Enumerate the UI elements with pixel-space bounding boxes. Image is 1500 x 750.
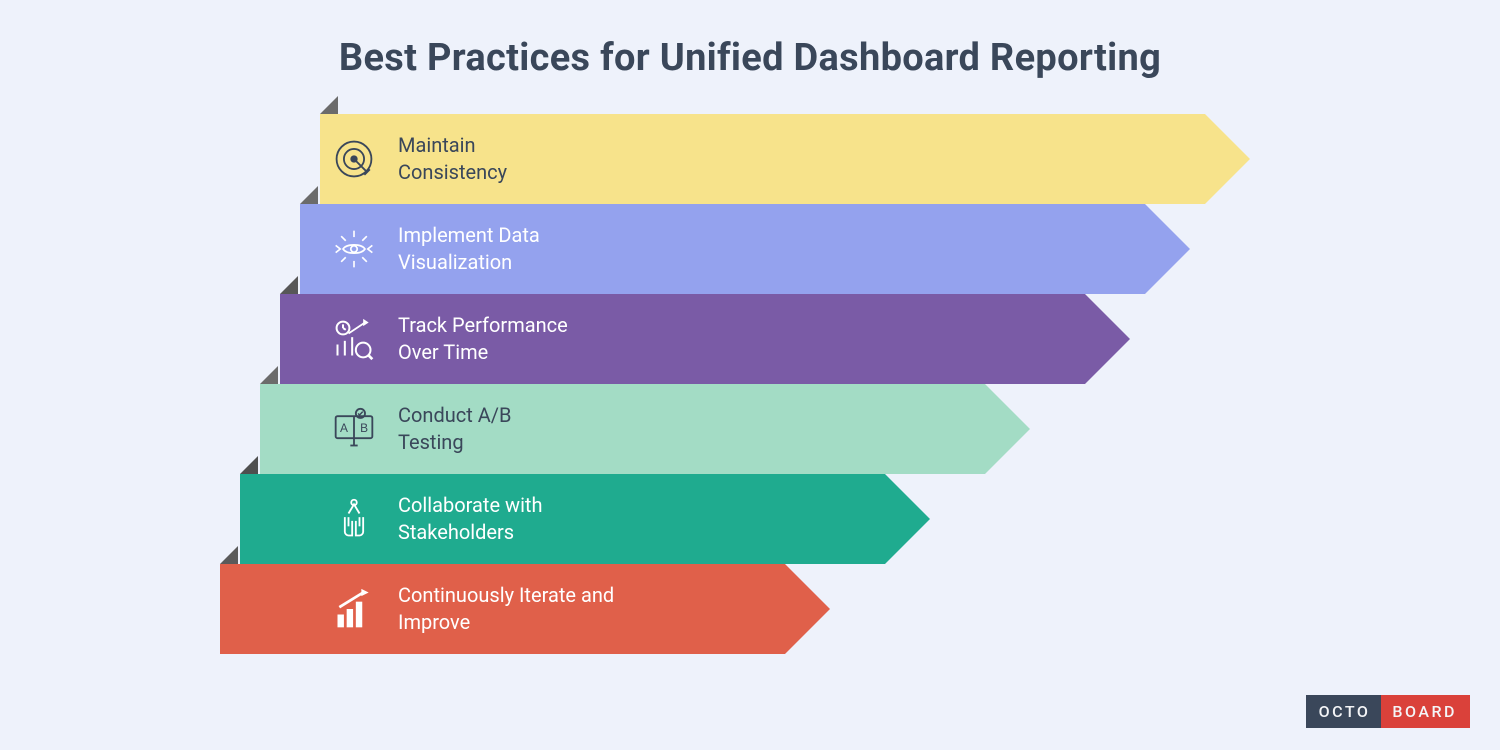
arrow-label-line2: Stakeholders	[398, 519, 543, 546]
arrow-label: Conduct A/BTesting	[398, 402, 512, 456]
brand-logo-left: OCTO	[1306, 695, 1382, 728]
arrow-content: Implement DataVisualization	[330, 204, 540, 294]
target-icon	[330, 135, 378, 183]
arrow-content: Continuously Iterate andImprove	[330, 564, 614, 654]
arrow-content: MaintainConsistency	[330, 114, 507, 204]
arrow-head	[785, 564, 830, 654]
arrow-head	[885, 474, 930, 564]
ab-screen-icon: AB	[330, 405, 378, 453]
arrow-label-line2: Consistency	[398, 159, 507, 186]
chart-clock-icon	[330, 315, 378, 363]
arrow-content: Collaborate withStakeholders	[330, 474, 543, 564]
arrow-content: AB Conduct A/BTesting	[330, 384, 512, 474]
arrow-label-line2: Testing	[398, 429, 512, 456]
arrow-label: Track PerformanceOver Time	[398, 312, 568, 366]
hands-icon	[330, 495, 378, 543]
arrow-label: Implement DataVisualization	[398, 222, 540, 276]
arrow-label-line1: Track Performance	[398, 312, 568, 339]
arrow-row: Continuously Iterate andImprove	[0, 564, 1500, 654]
svg-text:B: B	[360, 421, 368, 435]
arrow-label-line2: Visualization	[398, 249, 540, 276]
arrow-row: AB Conduct A/BTesting	[0, 384, 1500, 474]
arrow-notch	[260, 366, 278, 384]
arrow-label: Collaborate withStakeholders	[398, 492, 543, 546]
arrow-content: Track PerformanceOver Time	[330, 294, 568, 384]
arrow-head	[1085, 294, 1130, 384]
arrow-head	[1145, 204, 1190, 294]
brand-logo: OCTO BOARD	[1306, 695, 1470, 728]
arrow-head	[985, 384, 1030, 474]
arrow-label-line1: Conduct A/B	[398, 402, 512, 429]
page-title: Best Practices for Unified Dashboard Rep…	[0, 0, 1500, 80]
arrow-notch	[220, 546, 238, 564]
arrow-label-line2: Improve	[398, 609, 614, 636]
arrow-label-line1: Maintain	[398, 132, 507, 159]
arrow-label-line1: Collaborate with	[398, 492, 543, 519]
arrow-row: MaintainConsistency	[0, 114, 1500, 204]
arrow-label: Continuously Iterate andImprove	[398, 582, 614, 636]
arrow-chart: MaintainConsistency Implement DataVisuali…	[0, 114, 1500, 654]
bars-arrow-icon	[330, 585, 378, 633]
eye-rays-icon	[330, 225, 378, 273]
arrow-label-line1: Implement Data	[398, 222, 540, 249]
arrow-notch	[280, 276, 298, 294]
arrow-row: Track PerformanceOver Time	[0, 294, 1500, 384]
arrow-notch	[240, 456, 258, 474]
arrow-notch	[300, 186, 318, 204]
brand-logo-right: BOARD	[1381, 695, 1470, 728]
svg-text:A: A	[340, 421, 348, 435]
arrow-notch	[320, 96, 338, 114]
arrow-label: MaintainConsistency	[398, 132, 507, 186]
arrow-row: Implement DataVisualization	[0, 204, 1500, 294]
arrow-head	[1205, 114, 1250, 204]
arrow-label-line2: Over Time	[398, 339, 568, 366]
arrow-label-line1: Continuously Iterate and	[398, 582, 614, 609]
